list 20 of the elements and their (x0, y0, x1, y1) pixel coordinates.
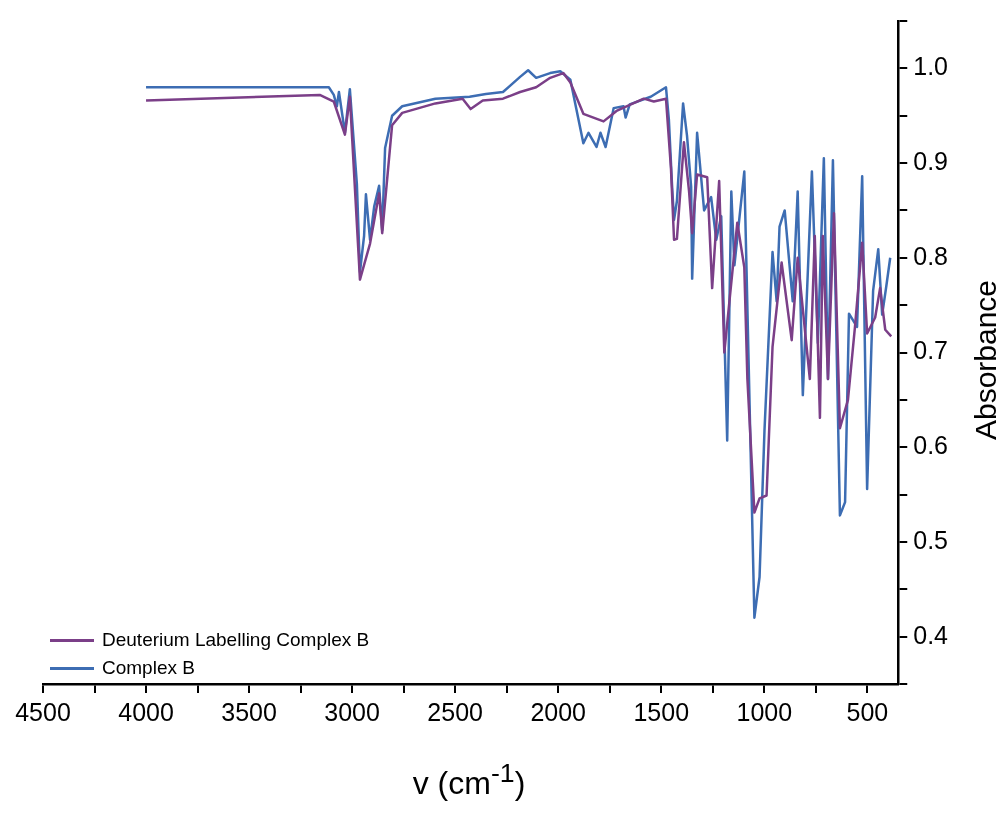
x-tick-label: 2000 (530, 697, 587, 726)
y-axis-title: Absorbance (969, 279, 1003, 441)
x-tick-label: 4000 (118, 697, 174, 726)
x-tick-label: 3500 (221, 697, 277, 726)
legend-label: Complex B (102, 657, 195, 679)
y-tick-label: 0.7 (913, 336, 949, 365)
x-tick-label: 1500 (633, 697, 690, 726)
x-tick-label: 500 (846, 697, 889, 726)
y-tick-label: 0.4 (913, 620, 949, 649)
y-tick-label: 0.9 (913, 146, 949, 175)
y-tick-label: 0.5 (913, 525, 949, 554)
x-axis-title: v (cm$^{-1}$) (411, 758, 527, 802)
x-tick-label: 2500 (427, 697, 483, 726)
y-tick-label: 0.6 (913, 431, 949, 460)
x-tick-label: 4500 (15, 697, 71, 726)
y-tick-label: 0.8 (913, 241, 949, 270)
legend-label: Deuterium Labelling Complex B (102, 629, 370, 651)
y-tick-label: 1.0 (913, 52, 949, 81)
x-tick-label: 1000 (736, 697, 793, 726)
x-tick-label: 3000 (324, 697, 380, 726)
